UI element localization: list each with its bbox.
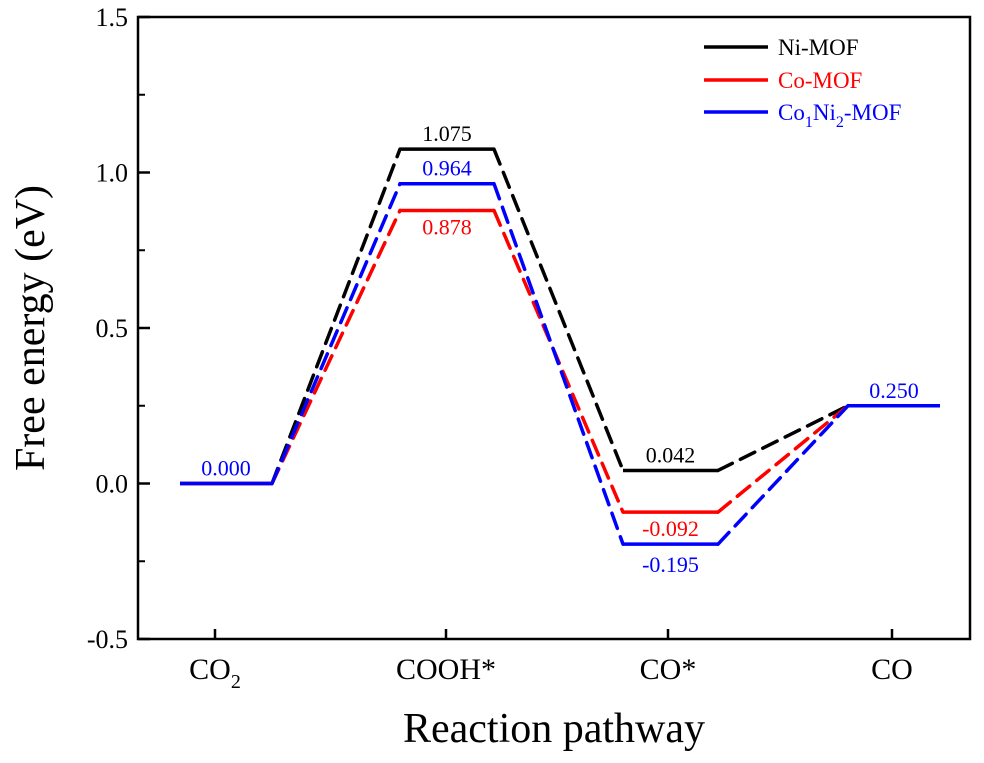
- value-label-co-mof: -0.092: [642, 516, 699, 541]
- connector-co1ni2-mof: [716, 404, 850, 546]
- y-tick-label: 1.5: [96, 3, 129, 32]
- connector-ni-mof: [270, 147, 402, 486]
- connector-lines: [270, 147, 850, 546]
- legend-label: Co1Ni2-MOF: [778, 100, 901, 131]
- legend: Ni-MOF Co-MOF Co1Ni2-MOF: [704, 35, 901, 131]
- value-label-ni-mof: 0.042: [646, 442, 696, 467]
- connector-co1ni2-mof: [270, 181, 402, 486]
- x-category-label: CO: [871, 653, 913, 686]
- value-label-co-mof: 0.878: [422, 214, 472, 239]
- connector-co-mof: [270, 208, 402, 486]
- connector-ni-mof: [716, 404, 850, 473]
- y-tick-label: 0.0: [96, 470, 129, 499]
- y-tick-label: 1.0: [96, 159, 129, 188]
- value-label-co1ni2-mof: -0.195: [642, 552, 699, 577]
- x-category-label: COOH*: [396, 653, 496, 686]
- y-tick-label: -0.5: [87, 625, 128, 654]
- value-label-co1ni2-mof: 0.964: [422, 156, 472, 181]
- connector-ni-mof: [492, 147, 625, 473]
- y-axis: -0.5 0.0 0.5 1.0 1.5: [87, 3, 150, 654]
- value-label-ni-mof: 1.075: [422, 121, 472, 146]
- x-category-label: CO*: [640, 653, 697, 686]
- x-axis: CO2 COOH* CO* CO: [189, 629, 913, 693]
- legend-label: Co-MOF: [778, 68, 862, 93]
- connector-co1ni2-mof: [492, 181, 625, 546]
- value-labels: 1.075 0.042 0.878 -0.092 0.000 0.964 -0.195 0.2…: [201, 121, 919, 577]
- y-tick-label: 0.5: [96, 314, 129, 343]
- connector-co-mof: [716, 404, 850, 514]
- x-category-label: CO2: [189, 653, 241, 693]
- y-axis-title: Free energy (eV): [8, 185, 54, 471]
- energy-levels: [180, 147, 940, 546]
- value-label-co1ni2-mof: 0.250: [869, 378, 919, 403]
- legend-label: Ni-MOF: [778, 35, 859, 60]
- value-label-co1ni2-mof: 0.000: [201, 456, 251, 481]
- x-axis-title: Reaction pathway: [403, 706, 705, 752]
